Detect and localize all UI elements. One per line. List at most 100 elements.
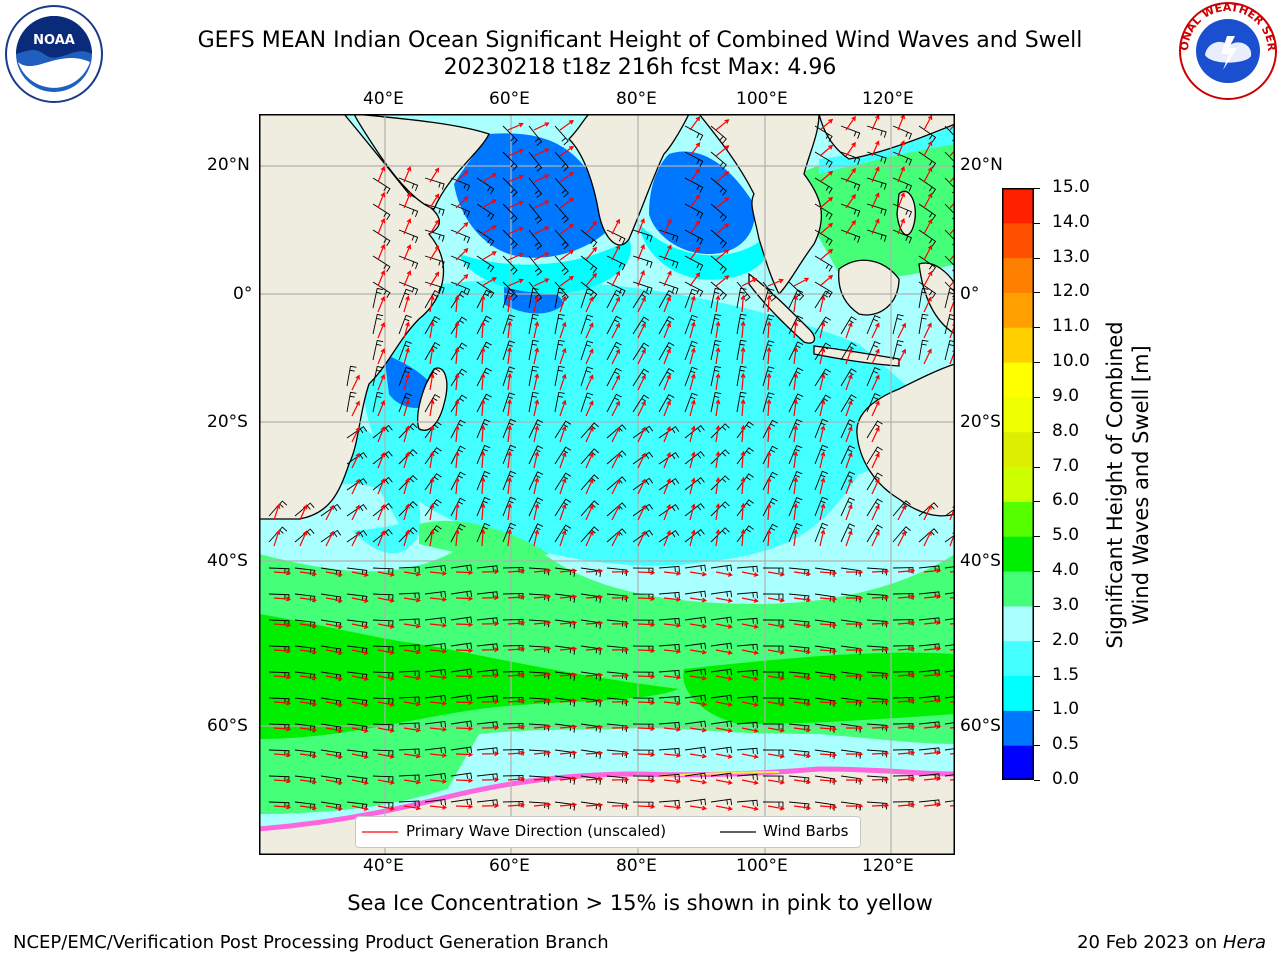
- lat-label-left: 40°S: [207, 551, 248, 571]
- wave-direction-arrow: [377, 701, 395, 707]
- wave-direction-arrow: [377, 805, 395, 811]
- wave-direction-arrow: [481, 725, 500, 731]
- wind-barb: [762, 749, 784, 757]
- wind-barb: [528, 775, 550, 784]
- wave-direction-arrow: [689, 399, 696, 417]
- wave-direction-arrow: [611, 400, 620, 417]
- wind-barb: [502, 496, 517, 517]
- wave-direction-arrow: [715, 398, 721, 417]
- wave-direction-arrow: [767, 278, 784, 287]
- wave-direction-arrow: [403, 503, 410, 521]
- wind-barb: [762, 288, 775, 309]
- wave-direction-arrow: [507, 174, 524, 183]
- wind-barb: [424, 290, 441, 309]
- wave-direction-arrow: [533, 252, 550, 261]
- wind-barb: [684, 694, 707, 702]
- wave-direction-arrow: [273, 700, 292, 706]
- wind-barb: [788, 470, 803, 491]
- wave-direction-arrow: [533, 122, 550, 131]
- colorbar-tick-mark: [1034, 780, 1040, 781]
- wind-barb: [398, 501, 418, 517]
- wave-direction-arrow: [637, 726, 656, 731]
- colorbar-tick-mark: [1034, 466, 1040, 468]
- wave-direction-arrow: [611, 530, 620, 547]
- wave-direction-arrow: [715, 320, 721, 339]
- wind-barb: [788, 393, 804, 413]
- wave-direction-arrow: [611, 595, 630, 601]
- wave-direction-arrow: [273, 570, 292, 576]
- wind-barb: [632, 529, 654, 543]
- wave-direction-arrow: [949, 753, 954, 755]
- wind-barb: [736, 447, 754, 465]
- wave-direction-arrow: [923, 322, 932, 339]
- wave-direction-arrow: [897, 724, 916, 730]
- wave-direction-arrow: [481, 225, 497, 235]
- wave-direction-arrow: [871, 620, 890, 626]
- wind-barb: [658, 799, 680, 807]
- wave-direction-arrow: [507, 672, 526, 678]
- wave-direction-arrow: [273, 622, 292, 628]
- wave-direction-arrow: [429, 528, 435, 547]
- wave-direction-arrow: [793, 528, 799, 547]
- wave-direction-arrow: [455, 752, 474, 757]
- wave-direction-arrow: [559, 249, 574, 261]
- wind-barb: [450, 668, 473, 676]
- wave-direction-arrow: [845, 725, 864, 731]
- wave-direction-arrow: [507, 568, 526, 574]
- wave-direction-arrow: [637, 452, 646, 469]
- wave-direction-arrow: [819, 373, 826, 391]
- wave-direction-arrow: [663, 270, 672, 287]
- wind-barb: [814, 290, 831, 309]
- wave-direction-arrow: [637, 269, 645, 287]
- wave-direction-arrow: [455, 804, 474, 809]
- wave-direction-arrow: [766, 528, 772, 547]
- wind-barb: [528, 203, 543, 224]
- wave-direction-arrow: [299, 805, 318, 811]
- wind-barb: [398, 748, 420, 755]
- wave-direction-arrow: [351, 478, 360, 495]
- wind-barb: [918, 313, 929, 335]
- wave-direction-arrow: [897, 568, 916, 574]
- wind-barb: [736, 499, 754, 517]
- wave-direction-arrow: [819, 477, 826, 495]
- wave-direction-arrow: [689, 649, 708, 655]
- wave-direction-arrow: [689, 451, 696, 469]
- wave-direction-arrow: [611, 348, 620, 365]
- wind-barb: [580, 392, 594, 413]
- wind-barb: [606, 315, 622, 335]
- colorbar-tick-mark: [1034, 188, 1040, 189]
- wave-direction-arrow: [689, 503, 696, 521]
- wind-barb: [580, 526, 599, 543]
- wave-direction-arrow: [819, 170, 834, 183]
- wave-direction-arrow: [715, 197, 730, 209]
- lat-label-left: 20°S: [207, 412, 248, 432]
- wave-direction-arrow: [663, 674, 682, 680]
- wind-barb: [866, 340, 881, 361]
- wind-barb: [684, 451, 705, 465]
- colorbar-swatch: [1002, 745, 1034, 781]
- wind-barb: [762, 671, 784, 679]
- wind-barb: [892, 314, 904, 335]
- wind-barb: [528, 671, 550, 680]
- wave-direction-arrow: [299, 727, 318, 733]
- wave-direction-arrow: [611, 218, 620, 235]
- land-arabia: [353, 115, 490, 210]
- wind-barb: [736, 591, 758, 599]
- wave-direction-arrow: [715, 649, 733, 655]
- wind-barb: [814, 496, 829, 517]
- wave-direction-arrow: [403, 166, 412, 183]
- wave-direction-arrow: [455, 170, 469, 183]
- colorbar-swatch: [1002, 501, 1034, 537]
- wave-direction-arrow: [689, 753, 708, 759]
- wave-direction-arrow: [480, 294, 486, 313]
- wave-direction-arrow: [351, 374, 360, 391]
- wave-direction-arrow: [819, 425, 826, 443]
- wave-direction-arrow: [403, 623, 422, 629]
- wave-direction-arrow: [454, 398, 460, 417]
- wave-direction-arrow: [273, 674, 292, 680]
- wave-direction-arrow: [455, 596, 474, 601]
- wind-barb: [424, 616, 447, 624]
- wave-direction-arrow: [429, 320, 435, 339]
- wave-direction-arrow: [351, 597, 369, 603]
- wave-direction-arrow: [559, 672, 578, 678]
